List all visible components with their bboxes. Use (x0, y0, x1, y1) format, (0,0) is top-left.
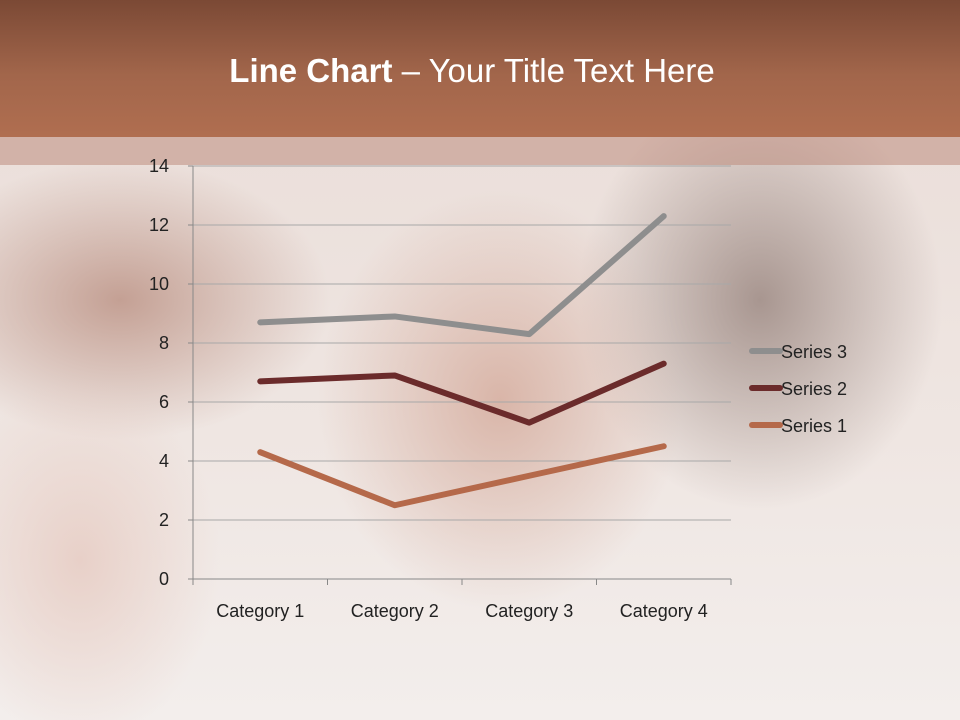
y-tick-label: 2 (159, 510, 169, 530)
y-tick-label: 0 (159, 569, 169, 589)
slide-title-bold: Line Chart (229, 52, 393, 89)
series-line-1 (257, 443, 667, 509)
title-band (0, 137, 960, 165)
slide-title: Line Chart – Your Title Text Here (0, 52, 944, 90)
x-tick-label: Category 4 (620, 601, 708, 621)
legend-label: Series 2 (781, 379, 847, 399)
x-tick-label: Category 1 (216, 601, 304, 621)
series-line-3 (257, 213, 667, 338)
series-line-2 (257, 360, 667, 426)
y-tick-label: 8 (159, 333, 169, 353)
legend-label: Series 1 (781, 416, 847, 436)
title-bar (0, 0, 960, 137)
x-tick-label: Category 3 (485, 601, 573, 621)
y-tick-label: 12 (149, 215, 169, 235)
x-tick-label: Category 2 (351, 601, 439, 621)
legend-label: Series 3 (781, 342, 847, 362)
y-tick-label: 4 (159, 451, 169, 471)
y-tick-label: 6 (159, 392, 169, 412)
y-tick-label: 14 (149, 156, 169, 176)
y-tick-label: 10 (149, 274, 169, 294)
slide-title-rest: – Your Title Text Here (392, 52, 715, 89)
